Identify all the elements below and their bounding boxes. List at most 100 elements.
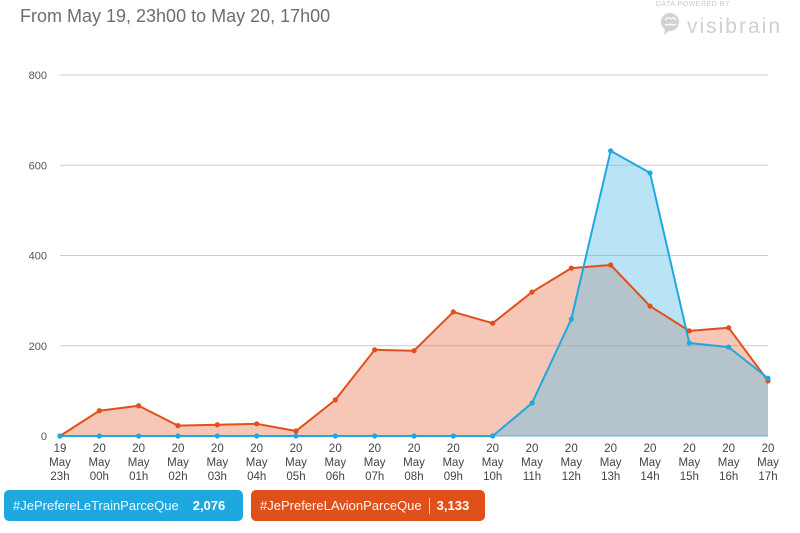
data-point[interactable] — [529, 400, 535, 406]
data-point[interactable] — [57, 433, 63, 439]
data-point[interactable] — [608, 148, 614, 154]
data-point[interactable] — [136, 403, 142, 409]
x-tick-label: 20 — [604, 443, 617, 455]
data-point[interactable] — [254, 433, 260, 439]
data-point[interactable] — [214, 433, 220, 439]
x-tick-label: 09h — [444, 471, 463, 483]
x-tick-label: 12h — [562, 471, 581, 483]
x-tick-label: May — [364, 457, 386, 469]
x-tick-label: 20 — [408, 443, 421, 455]
branding-name: visibrain — [686, 14, 782, 38]
y-tick-label: 600 — [29, 160, 47, 172]
x-tick-label: 05h — [286, 471, 305, 483]
x-tick-label: 14h — [640, 471, 659, 483]
data-point[interactable] — [726, 325, 732, 331]
data-point[interactable] — [529, 289, 535, 295]
x-tick-label: 10h — [483, 471, 502, 483]
x-tick-label: May — [600, 457, 622, 469]
data-point[interactable] — [411, 348, 417, 354]
x-tick-label: 20 — [526, 443, 539, 455]
legend-item-letrain[interactable]: #JePrefereLeTrainParceQue 2,076 — [4, 490, 243, 521]
x-tick-label: 06h — [326, 471, 345, 483]
x-tick-label: 15h — [680, 471, 699, 483]
data-point[interactable] — [765, 375, 771, 381]
x-tick-label: 19 — [54, 443, 67, 455]
x-tick-label: 20 — [93, 443, 106, 455]
x-tick-label: 04h — [247, 471, 266, 483]
legend-count: 2,076 — [192, 498, 226, 513]
data-point[interactable] — [608, 262, 614, 268]
y-tick-label: 800 — [29, 70, 47, 82]
x-tick-label: May — [49, 457, 71, 469]
x-tick-label: 20 — [250, 443, 263, 455]
data-point[interactable] — [175, 433, 181, 439]
data-point[interactable] — [136, 433, 142, 439]
x-tick-label: 20 — [211, 443, 224, 455]
data-point[interactable] — [686, 328, 692, 334]
series-area — [60, 150, 768, 436]
x-axis: 19 May 23h 20 May 00h 20 May 01h 20 May 02h 20 May 03h… — [49, 443, 779, 483]
data-point[interactable] — [686, 340, 692, 346]
area-chart: 0 200 400 600 800 19 May 23h 20 May 00h 20 May 01h 20… — [29, 70, 779, 483]
x-tick-label: 00h — [90, 471, 109, 483]
y-axis: 0 200 400 600 800 — [29, 70, 47, 443]
data-point[interactable] — [372, 347, 378, 353]
data-point[interactable] — [214, 422, 220, 428]
x-tick-label: 07h — [365, 471, 384, 483]
chart-areas — [60, 150, 768, 436]
x-tick-label: May — [88, 457, 110, 469]
x-tick-label: 20 — [565, 443, 578, 455]
legend-separator — [428, 497, 430, 514]
branding-logo: visibrain — [659, 12, 782, 41]
x-tick-label: 20 — [329, 443, 342, 455]
data-point[interactable] — [568, 316, 574, 322]
data-point[interactable] — [175, 423, 181, 429]
x-tick-label: May — [442, 457, 464, 469]
data-point[interactable] — [96, 433, 102, 439]
x-tick-label: May — [324, 457, 346, 469]
x-tick-label: 13h — [601, 471, 620, 483]
legend-item-lavion[interactable]: #JePrefereLAvionParceQue 3,133 — [251, 490, 485, 521]
legend-label: #JePrefereLAvionParceQue — [260, 498, 422, 513]
x-tick-label: May — [167, 457, 189, 469]
x-tick-label: 20 — [762, 443, 775, 455]
x-tick-label: 08h — [404, 471, 423, 483]
y-tick-label: 400 — [29, 251, 47, 263]
x-tick-label: May — [718, 457, 740, 469]
x-tick-label: 20 — [290, 443, 303, 455]
chart-points[interactable] — [57, 148, 771, 439]
y-tick-label: 200 — [29, 341, 47, 353]
x-tick-label: 03h — [208, 471, 227, 483]
data-point[interactable] — [254, 421, 260, 427]
x-tick-label: 20 — [172, 443, 185, 455]
data-point[interactable] — [647, 170, 653, 176]
data-point[interactable] — [450, 309, 456, 315]
brain-bubble-icon — [659, 12, 681, 41]
data-point[interactable] — [372, 433, 378, 439]
data-point[interactable] — [96, 408, 102, 414]
data-point[interactable] — [647, 303, 653, 309]
x-tick-label: 11h — [523, 471, 541, 483]
data-point[interactable] — [568, 265, 574, 271]
data-point[interactable] — [726, 344, 732, 350]
page-title: From May 19, 23h00 to May 20, 17h00 — [20, 6, 331, 26]
data-point[interactable] — [293, 428, 299, 434]
legend-count: 3,133 — [436, 498, 470, 513]
x-tick-label: May — [206, 457, 228, 469]
data-point[interactable] — [293, 433, 299, 439]
x-tick-label: May — [285, 457, 307, 469]
x-tick-label: 20 — [722, 443, 735, 455]
x-tick-label: May — [678, 457, 700, 469]
data-point[interactable] — [332, 433, 338, 439]
legend-label: #JePrefereLeTrainParceQue — [13, 498, 179, 513]
x-tick-label: May — [639, 457, 661, 469]
y-tick-label: 0 — [41, 431, 47, 443]
data-point[interactable] — [332, 397, 338, 403]
x-tick-label: 20 — [447, 443, 460, 455]
data-point[interactable] — [411, 433, 417, 439]
data-point[interactable] — [450, 433, 456, 439]
data-point[interactable] — [490, 433, 496, 439]
x-tick-label: May — [560, 457, 582, 469]
x-tick-label: 01h — [129, 471, 148, 483]
data-point[interactable] — [490, 320, 496, 326]
